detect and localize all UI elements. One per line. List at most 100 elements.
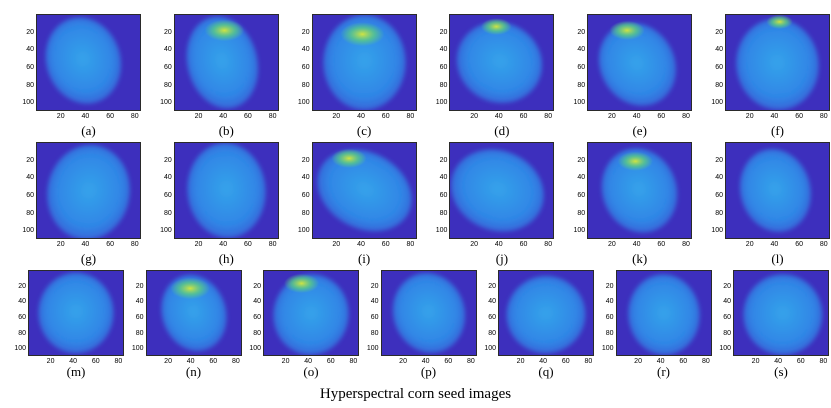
y-tick-label: 40 <box>26 46 34 54</box>
x-tick-label: 80 <box>268 113 277 120</box>
seed-image-plot <box>725 14 830 111</box>
x-tick-label: 80 <box>466 358 475 365</box>
y-tick-label: 80 <box>26 81 34 89</box>
x-tick-label: 60 <box>91 358 100 365</box>
seed-image-plot <box>725 142 830 239</box>
y-tick-label: 20 <box>26 156 34 164</box>
corn-seed <box>186 16 258 109</box>
x-tick-label: 20 <box>745 241 754 248</box>
panel-label: (f) <box>771 123 784 138</box>
x-tick-label: 80 <box>130 241 139 248</box>
x-tick-label: 80 <box>584 358 593 365</box>
y-tick-label: 40 <box>605 298 614 306</box>
y-tick-label: 20 <box>577 156 586 164</box>
y-tick-label: 20 <box>253 282 261 290</box>
seed-image <box>506 276 586 354</box>
y-tick-label: 60 <box>488 313 496 321</box>
y-tick-label: 40 <box>253 298 261 306</box>
seed-image <box>186 16 258 109</box>
x-tick-label: 20 <box>194 113 203 120</box>
y-tick-label: 80 <box>18 329 26 337</box>
seed-image <box>736 15 819 110</box>
corn-seed <box>45 17 122 104</box>
y-tick-label: 80 <box>301 209 310 217</box>
corn-seed <box>187 143 266 238</box>
y-tick-label: 80 <box>370 329 379 337</box>
y-tick-label: 80 <box>715 209 723 217</box>
y-tick-label: 40 <box>164 174 172 182</box>
y-tick-label: 40 <box>488 298 496 306</box>
y-tick-label: 60 <box>164 191 172 199</box>
y-tick-label: 40 <box>723 298 731 306</box>
y-tick-label: 20 <box>439 28 448 36</box>
y-tick-label: 80 <box>301 81 310 89</box>
y-tick-label: 60 <box>439 63 448 71</box>
y-tick-label: 20 <box>301 156 310 164</box>
x-tick-label: 20 <box>56 113 65 120</box>
x-tick-label: 20 <box>194 241 203 248</box>
y-tick-label: 100 <box>22 227 34 235</box>
y-tick-label: 60 <box>715 63 723 71</box>
x-tick-label: 20 <box>516 358 525 365</box>
y-tick-label: 100 <box>160 227 172 235</box>
panel-label: (b) <box>218 123 234 138</box>
y-tick-label: 100 <box>573 227 586 235</box>
seed-hotspot <box>609 20 645 40</box>
y-tick-label: 100 <box>719 345 731 353</box>
y-tick-label: 40 <box>370 298 379 306</box>
seed-hotspot <box>481 18 513 35</box>
y-tick-label: 40 <box>439 174 448 182</box>
y-tick-label: 60 <box>164 63 172 71</box>
y-tick-label: 40 <box>577 174 586 182</box>
corn-seed <box>273 274 349 355</box>
seed-hotspot <box>204 19 245 42</box>
y-tick-label: 60 <box>577 63 586 71</box>
y-tick-label: 40 <box>135 298 144 306</box>
y-tick-label: 80 <box>439 81 448 89</box>
y-tick-label: 100 <box>484 345 496 353</box>
x-tick-label: 40 <box>656 358 665 365</box>
panel-label: (j) <box>495 251 509 266</box>
panel-label: (r) <box>657 364 670 379</box>
x-tick-label: 40 <box>494 113 503 120</box>
x-tick-label: 40 <box>357 241 365 248</box>
x-tick-label: 80 <box>544 241 553 248</box>
x-tick-label: 60 <box>519 113 528 120</box>
x-tick-label: 40 <box>632 241 641 248</box>
y-tick-label: 20 <box>715 156 723 164</box>
x-tick-label: 80 <box>406 241 415 248</box>
x-tick-label: 80 <box>701 358 710 365</box>
seed-hotspot <box>284 273 320 293</box>
corn-seed <box>601 148 678 233</box>
y-tick-label: 40 <box>18 298 26 306</box>
seed-image-plot <box>449 14 555 111</box>
y-tick-label: 100 <box>160 99 172 107</box>
y-tick-label: 60 <box>370 313 379 321</box>
x-tick-label: 20 <box>470 113 478 120</box>
seed-image-plot <box>380 270 477 356</box>
x-tick-label: 60 <box>795 113 803 120</box>
x-tick-label: 40 <box>304 358 313 365</box>
x-tick-label: 20 <box>399 358 407 365</box>
y-tick-label: 80 <box>723 329 731 337</box>
x-tick-label: 60 <box>381 241 390 248</box>
seed-image-plot <box>311 14 417 111</box>
y-tick-label: 100 <box>711 227 723 235</box>
panel-label: (d) <box>494 123 510 138</box>
y-tick-label: 100 <box>601 345 614 353</box>
x-tick-label: 80 <box>544 113 553 120</box>
y-tick-label: 20 <box>18 282 26 290</box>
x-tick-label: 20 <box>56 241 65 248</box>
x-tick-label: 20 <box>634 358 642 365</box>
seed-image <box>599 20 677 106</box>
corn-seed <box>743 274 823 355</box>
seed-image <box>316 148 412 232</box>
y-tick-label: 40 <box>301 174 310 182</box>
seed-image-plot <box>36 142 141 239</box>
y-tick-label: 100 <box>366 345 379 353</box>
x-tick-label: 40 <box>186 358 195 365</box>
panel-label: (e) <box>632 123 647 138</box>
y-tick-label: 20 <box>488 282 496 290</box>
y-tick-label: 40 <box>715 46 723 54</box>
seed-image <box>273 273 349 355</box>
